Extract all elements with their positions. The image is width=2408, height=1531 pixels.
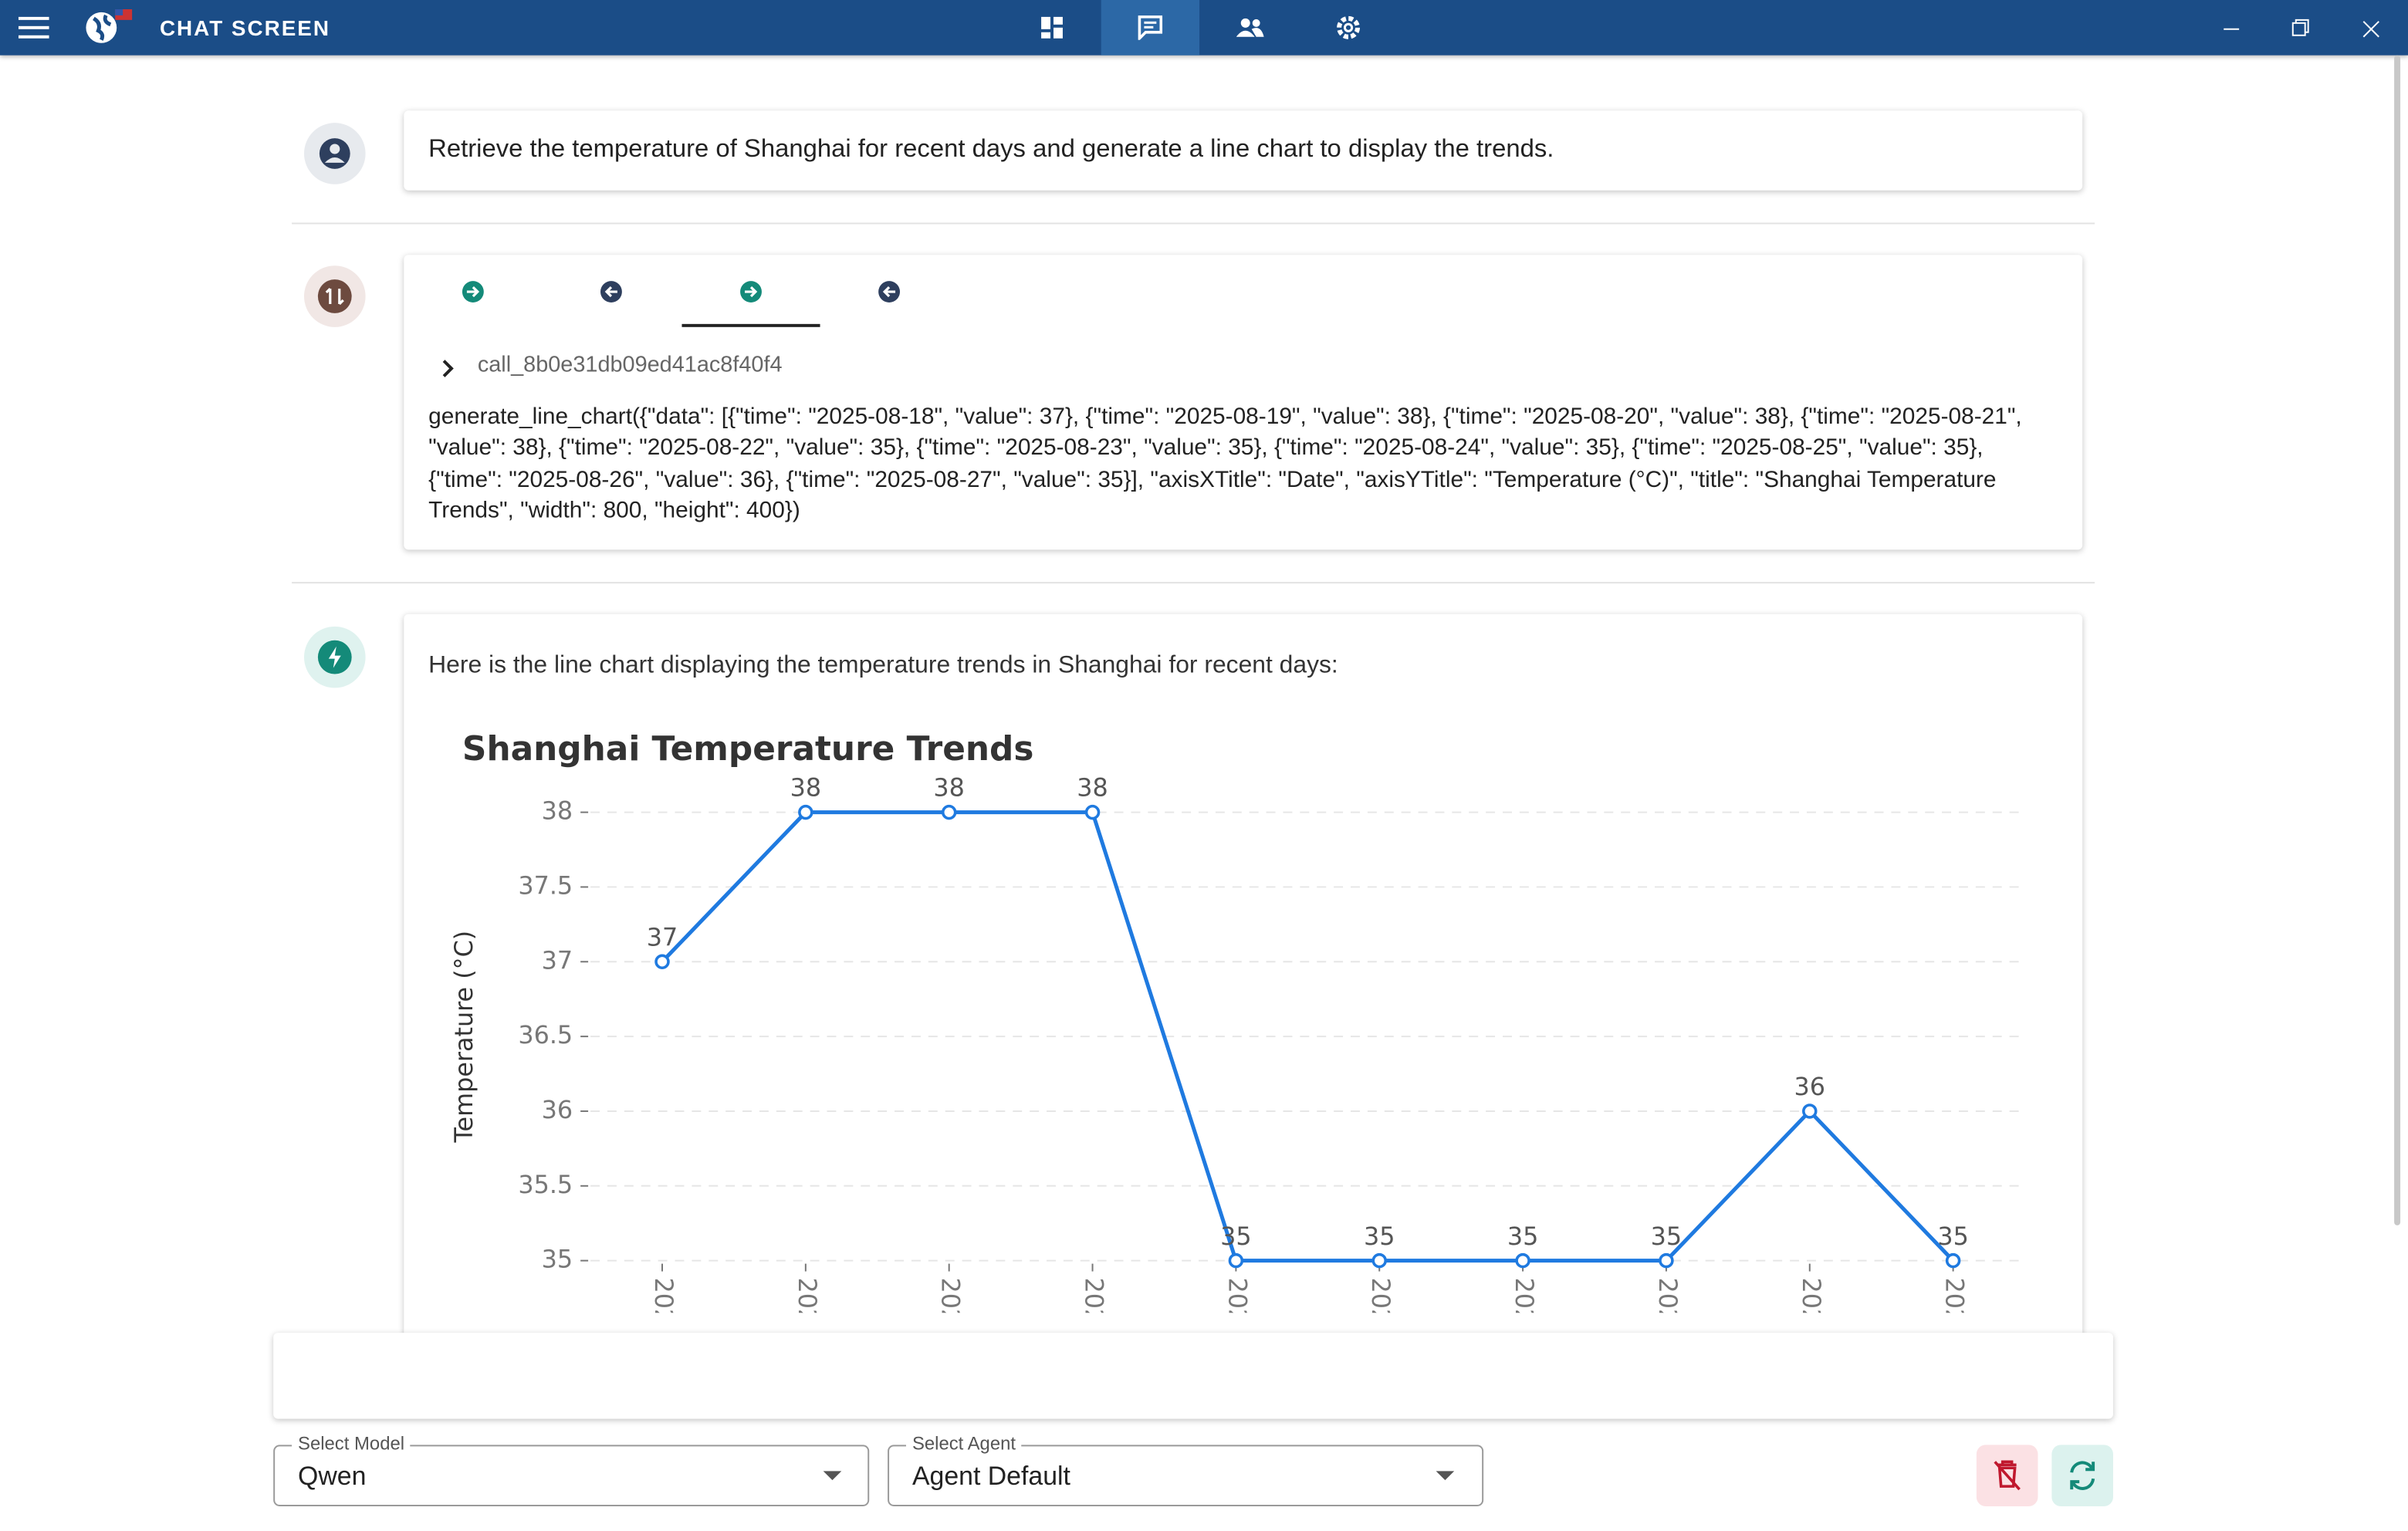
chat-tab[interactable]	[1101, 0, 1200, 56]
data-label: 38	[1077, 773, 1108, 803]
delete-icon	[1994, 1460, 2021, 1491]
user-icon	[319, 138, 350, 169]
expand-chevron[interactable]	[439, 360, 458, 378]
data-point	[1371, 1252, 1387, 1269]
select-label: Select Agent	[905, 1432, 1022, 1455]
x-tick-label: 2025-08-26	[1797, 1278, 1826, 1313]
data-point	[1515, 1252, 1530, 1269]
header: CHAT SCREEN	[0, 0, 2408, 56]
agent-select[interactable]: Select Agent Agent Default	[888, 1432, 1484, 1506]
tool-tabs[interactable]	[461, 279, 922, 304]
select-label: Select Model	[292, 1432, 411, 1455]
active-tab-indicator	[681, 323, 820, 327]
refresh-icon	[2070, 1461, 2095, 1490]
data-point	[798, 804, 813, 820]
data-label: 35	[1651, 1222, 1683, 1251]
y-tick-label: 37	[542, 945, 573, 975]
clear-button[interactable]	[1976, 1445, 2038, 1506]
refresh-button[interactable]	[2051, 1445, 2113, 1506]
x-tick-label: 2025-08-27	[1940, 1278, 1970, 1313]
menu-button[interactable]	[18, 15, 49, 40]
x-tick-label: 2025-08-19	[793, 1278, 822, 1313]
y-tick-label: 35	[542, 1245, 573, 1274]
x-tick-label: 2025-08-23	[1366, 1278, 1395, 1313]
data-point	[1945, 1252, 1961, 1269]
tool-avatar	[303, 265, 366, 327]
data-label: 36	[1794, 1072, 1826, 1101]
data-label: 35	[1364, 1222, 1395, 1251]
divider	[292, 582, 2095, 584]
data-point	[941, 804, 957, 820]
tool-icon	[317, 279, 352, 313]
user-avatar	[303, 123, 366, 184]
message-text: Retrieve the temperature of Shanghai for…	[428, 135, 1554, 163]
y-tick-label: 36.5	[518, 1020, 573, 1049]
x-tick-label: 2025-08-22	[1223, 1278, 1252, 1313]
chart-title: Shanghai Temperature Trends	[462, 729, 1034, 769]
chat-input[interactable]	[273, 1333, 2113, 1419]
x-tick-label: 2025-08-20	[936, 1278, 966, 1313]
y-tick-label: 35.5	[518, 1170, 573, 1199]
data-label: 35	[1220, 1222, 1252, 1251]
assistant-avatar	[303, 626, 366, 688]
data-point	[1802, 1103, 1818, 1119]
dropdown-arrow	[1436, 1471, 1455, 1481]
x-tick-label: 2025-08-24	[1510, 1278, 1539, 1313]
data-label: 37	[647, 922, 678, 951]
assistant-message: Here is the line chart displaying the te…	[404, 613, 2083, 1352]
line-series	[661, 810, 1955, 1263]
x-tick-label: 2025-08-21	[1080, 1278, 1109, 1313]
data-point	[1228, 1252, 1244, 1269]
data-label: 35	[1937, 1222, 1969, 1251]
select-value: Qwen	[298, 1462, 367, 1492]
data-point	[654, 954, 670, 970]
data-point	[1659, 1252, 1674, 1269]
divider	[292, 222, 2095, 225]
settings-tab[interactable]	[1334, 14, 1362, 42]
y-tick-label: 38	[542, 796, 573, 826]
select-value: Agent Default	[911, 1462, 1070, 1492]
line-chart: Shanghai Temperature Trends Temperature …	[449, 729, 2025, 1313]
x-tick-label: 2025-08-25	[1653, 1278, 1683, 1313]
data-label: 38	[790, 773, 822, 803]
model-select[interactable]: Select Model Qwen	[273, 1432, 870, 1506]
x-tick-label: 2025-08-18	[649, 1278, 678, 1313]
dropdown-arrow	[823, 1471, 842, 1481]
tool-message: call_8b0e31db09ed41ac8f40f4 generate_lin…	[404, 255, 2083, 550]
user-message: Retrieve the temperature of Shanghai for…	[404, 110, 2083, 191]
data-label: 38	[933, 773, 965, 803]
message-text: Here is the line chart displaying the te…	[428, 652, 1338, 679]
window-controls[interactable]	[2220, 19, 2389, 40]
scrollbar[interactable]	[2394, 55, 2401, 1225]
y-axis-title: Temperature (°C)	[449, 931, 479, 1144]
y-tick-label: 37.5	[518, 870, 573, 900]
assistant-icon	[317, 640, 352, 674]
users-tab[interactable]	[1236, 15, 1264, 40]
data-label: 35	[1507, 1222, 1539, 1251]
y-tick-label: 36	[542, 1095, 573, 1124]
dashboard-tab[interactable]	[1040, 15, 1064, 40]
tool-call-text: generate_line_chart({"data": [{"time": "…	[428, 404, 2022, 524]
app-title: CHAT SCREEN	[159, 15, 330, 40]
data-point	[1084, 804, 1101, 820]
chat-icon	[1138, 15, 1163, 40]
call-id: call_8b0e31db09ed41ac8f40f4	[477, 353, 783, 378]
globe-icon	[86, 8, 133, 43]
